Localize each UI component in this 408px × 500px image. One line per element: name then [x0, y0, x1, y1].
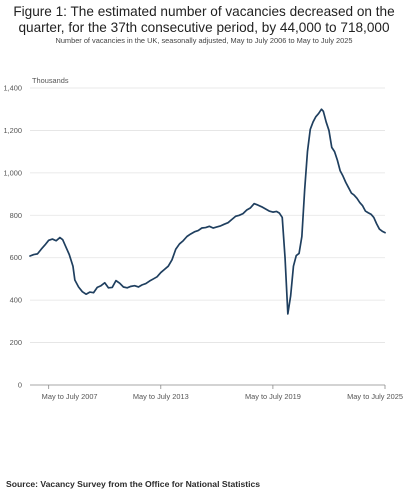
y-axis-unit-label: Thousands: [32, 76, 69, 85]
y-tick-label: 1,400: [4, 84, 23, 93]
chart-subtitle: Number of vacancies in the UK, seasonall…: [55, 36, 353, 45]
x-tick-label: May to July 2013: [133, 392, 189, 401]
chart-source: Source: Vacancy Survey from the Office f…: [6, 479, 261, 489]
y-tick-label: 0: [18, 381, 22, 390]
line-chart: 0 200 400 600 800 1,000 1,200 1,400 May to July …: [4, 76, 404, 402]
y-tick-label: 800: [10, 211, 22, 220]
gridlines: [30, 87, 385, 343]
y-tick-label: 600: [10, 253, 22, 262]
x-tick-label: May to July 2025: [347, 392, 403, 401]
axes: 0 200 400 600 800 1,000 1,200 1,400 May to July …: [4, 84, 404, 402]
vacancies-series-line: [29, 108, 386, 315]
x-tick-label: May to July 2019: [245, 392, 301, 401]
y-tick-label: 1,000: [4, 168, 23, 177]
y-tick-label: 1,200: [4, 126, 23, 135]
chart-title: Figure 1: The estimated number of vacanc…: [13, 4, 395, 35]
x-tick-label: May to July 2007: [42, 392, 98, 401]
series-layer: [29, 108, 386, 315]
y-tick-label: 400: [10, 296, 22, 305]
y-tick-label: 200: [10, 338, 22, 347]
